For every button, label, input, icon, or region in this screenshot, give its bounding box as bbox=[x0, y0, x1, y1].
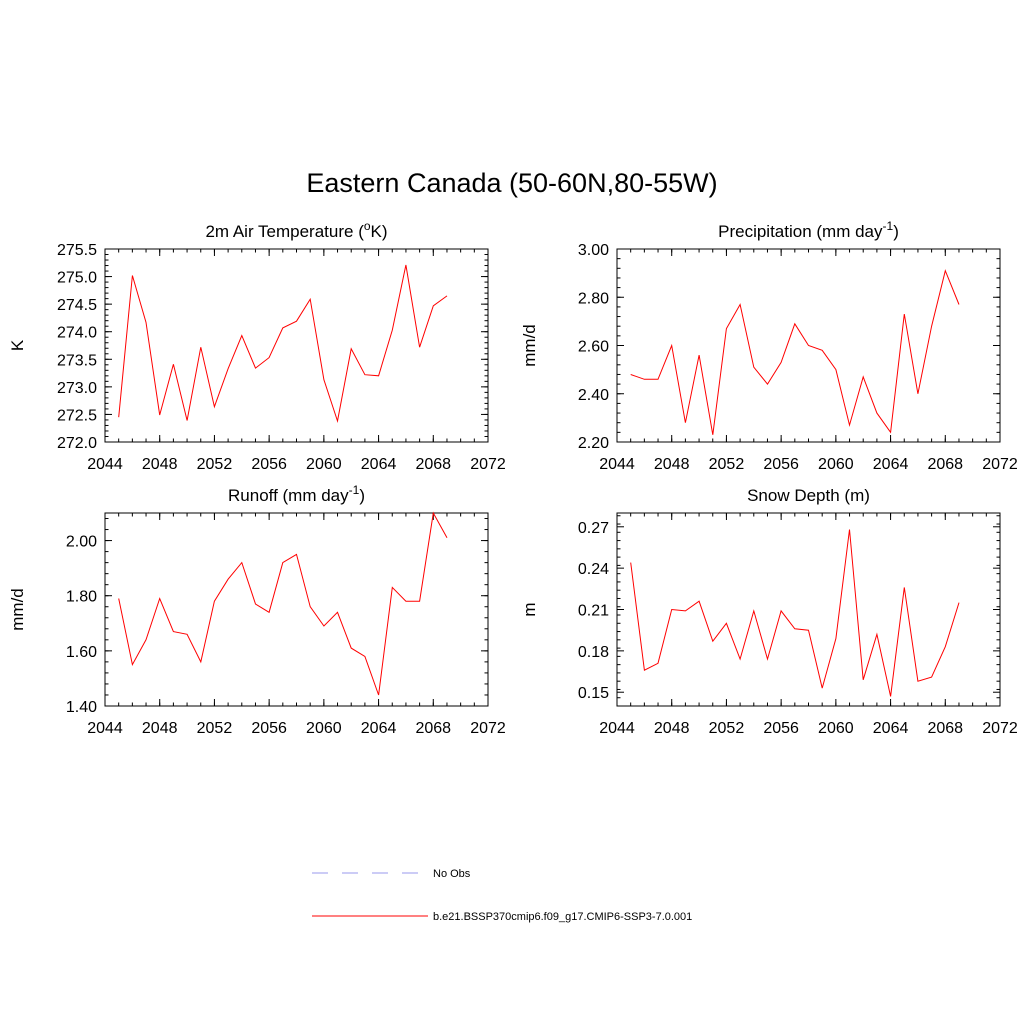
x-tick-label: 2072 bbox=[982, 456, 1018, 473]
y-tick-label: 272.5 bbox=[57, 407, 97, 424]
panel-title-main: 2m Air Temperature ( bbox=[205, 222, 364, 241]
x-tick-label: 2048 bbox=[142, 456, 178, 473]
y-tick-label: 2.40 bbox=[578, 387, 609, 404]
x-tick-label: 2072 bbox=[982, 720, 1018, 737]
x-tick-label: 2060 bbox=[306, 720, 342, 737]
x-tick-label: 2060 bbox=[818, 456, 854, 473]
panel-title-sup: -1 bbox=[349, 483, 360, 497]
x-tick-label: 2060 bbox=[818, 720, 854, 737]
x-tick-label: 2044 bbox=[87, 456, 123, 473]
x-tick-label: 2056 bbox=[251, 720, 287, 737]
panel-title-sup: o bbox=[364, 219, 371, 233]
x-tick-label: 2044 bbox=[87, 720, 123, 737]
plot-frame bbox=[104, 512, 489, 707]
x-tick-label: 2064 bbox=[873, 720, 909, 737]
x-tick-label: 2068 bbox=[415, 720, 451, 737]
panel-title: Snow Depth (m) bbox=[747, 486, 870, 505]
y-tick-label: 1.60 bbox=[66, 644, 97, 661]
x-tick-label: 2072 bbox=[470, 720, 506, 737]
y-axis-label: K bbox=[8, 339, 27, 351]
y-tick-label: 273.5 bbox=[57, 352, 97, 369]
panel-title: 2m Air Temperature (oK) bbox=[205, 219, 387, 241]
chart-panel-2: 2044 2048 2052 2056 2060 2064 2068 2072 2.20 2.40… bbox=[520, 219, 1018, 473]
x-tick-label: 2048 bbox=[654, 456, 690, 473]
chart-panel-4: 2044 2048 2052 2056 2060 2064 2068 2072 0.15 0.18… bbox=[520, 486, 1018, 737]
x-tick-label: 2048 bbox=[654, 720, 690, 737]
x-tick-label: 2064 bbox=[361, 720, 397, 737]
y-axis-label: mm/d bbox=[520, 324, 539, 367]
y-tick-label: 3.00 bbox=[578, 242, 609, 259]
x-tick-label: 2052 bbox=[709, 720, 745, 737]
x-tick-label: 2056 bbox=[763, 720, 799, 737]
chart-panel-1: 2044 2048 2052 2056 2060 2064 2068 2072 272.0 272… bbox=[8, 219, 506, 473]
x-tick-label: 2044 bbox=[599, 720, 635, 737]
y-tick-label: 1.80 bbox=[66, 589, 97, 606]
y-axis-label: mm/d bbox=[8, 588, 27, 631]
x-tick-label: 2052 bbox=[197, 720, 233, 737]
x-tick-label: 2068 bbox=[927, 720, 963, 737]
y-tick-label: 1.40 bbox=[66, 699, 97, 716]
y-tick-label: 0.24 bbox=[578, 561, 609, 578]
panel-title: Precipitation (mm day-1) bbox=[718, 219, 899, 241]
panel-title-tail: ) bbox=[893, 222, 899, 241]
y-tick-label: 275.5 bbox=[57, 242, 97, 259]
chart-panel-3: 2044 2048 2052 2056 2060 2064 2068 2072 1.40 1.60… bbox=[8, 483, 506, 737]
plot-frame bbox=[104, 248, 489, 443]
y-tick-label: 2.20 bbox=[578, 435, 609, 452]
panel-title-main: Snow Depth (m) bbox=[747, 486, 870, 505]
x-tick-label: 2056 bbox=[251, 456, 287, 473]
y-axis-label: m bbox=[520, 602, 539, 616]
panel-title-main: Precipitation (mm day bbox=[718, 222, 883, 241]
x-tick-label: 2052 bbox=[709, 456, 745, 473]
x-tick-label: 2048 bbox=[142, 720, 178, 737]
panel-title: Runoff (mm day-1) bbox=[228, 483, 365, 505]
y-tick-label: 272.0 bbox=[57, 435, 97, 452]
legend: No Obs b.e21.BSSP370cmip6.f09_g17.CMIP6-S… bbox=[312, 868, 692, 923]
panel-title-tail: ) bbox=[359, 486, 365, 505]
series-line bbox=[630, 529, 960, 697]
x-tick-label: 2056 bbox=[763, 456, 799, 473]
series-line bbox=[118, 264, 448, 423]
legend-label: No Obs bbox=[433, 868, 471, 880]
x-tick-label: 2072 bbox=[470, 456, 506, 473]
panel-title-main: Runoff (mm day bbox=[228, 486, 349, 505]
y-tick-label: 274.0 bbox=[57, 325, 97, 342]
y-tick-label: 2.60 bbox=[578, 339, 609, 356]
x-tick-label: 2064 bbox=[873, 456, 909, 473]
panel-title-sup: -1 bbox=[883, 219, 894, 233]
series-line bbox=[630, 269, 960, 435]
x-tick-label: 2068 bbox=[927, 456, 963, 473]
y-tick-label: 0.21 bbox=[578, 603, 609, 620]
x-tick-label: 2068 bbox=[415, 456, 451, 473]
y-tick-label: 274.5 bbox=[57, 297, 97, 314]
y-tick-label: 2.00 bbox=[66, 534, 97, 551]
x-tick-label: 2060 bbox=[306, 456, 342, 473]
y-tick-label: 2.80 bbox=[578, 290, 609, 307]
x-tick-label: 2064 bbox=[361, 456, 397, 473]
y-tick-label: 0.18 bbox=[578, 644, 609, 661]
y-tick-label: 275.0 bbox=[57, 270, 97, 287]
y-tick-label: 0.15 bbox=[578, 685, 609, 702]
y-tick-label: 273.0 bbox=[57, 380, 97, 397]
panel-title-tail: K) bbox=[371, 222, 388, 241]
legend-label: b.e21.BSSP370cmip6.f09_g17.CMIP6-SSP3-7.… bbox=[433, 911, 692, 923]
page-title: Eastern Canada (50-60N,80-55W) bbox=[306, 168, 718, 198]
x-tick-label: 2044 bbox=[599, 456, 635, 473]
series-line bbox=[118, 511, 448, 696]
x-tick-label: 2052 bbox=[197, 456, 233, 473]
y-tick-label: 0.27 bbox=[578, 520, 609, 537]
